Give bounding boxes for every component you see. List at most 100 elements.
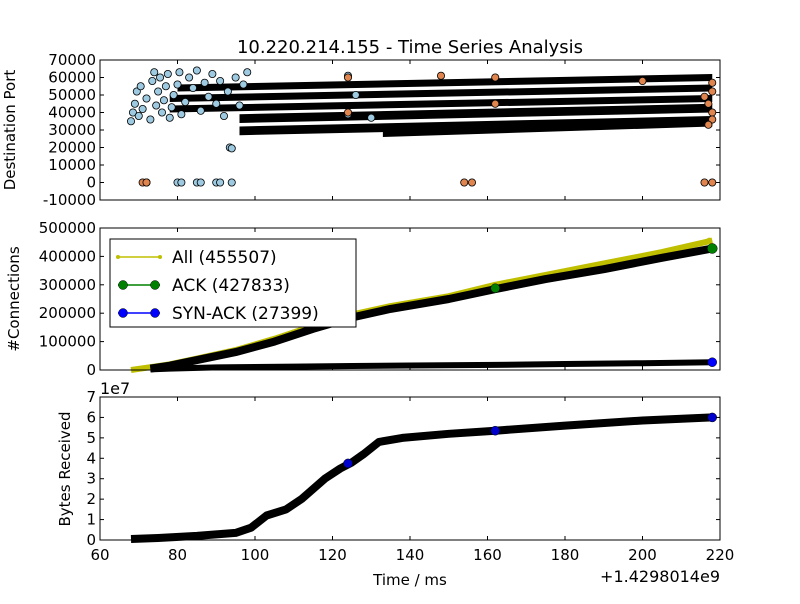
port-point-blue bbox=[130, 99, 139, 108]
port-point-blue bbox=[165, 113, 174, 122]
port-point-blue bbox=[223, 87, 232, 96]
bytes-exponent-label: 1e7 bbox=[100, 379, 130, 398]
legend-all-label: All (455507) bbox=[172, 248, 277, 268]
port-point-orange bbox=[708, 108, 717, 117]
port-point-blue bbox=[127, 117, 136, 126]
port-point-blue bbox=[134, 112, 143, 121]
legend-synack-marker bbox=[118, 308, 128, 318]
y-tick-label: 3 bbox=[86, 470, 96, 488]
series-ack-marker bbox=[490, 283, 500, 293]
bytes-series-marker bbox=[343, 458, 353, 469]
x-tick-label: 220 bbox=[706, 546, 735, 564]
port-point-blue bbox=[231, 73, 240, 82]
bytes-axis-ticks: 0 1 2 3 4 5 6 7 60 80 100 120 140 160 180 200 220 bbox=[86, 388, 734, 564]
port-point-blue bbox=[175, 68, 184, 77]
y-tick-label: 400000 bbox=[39, 247, 96, 265]
y-tick-label: 0 bbox=[86, 361, 96, 379]
x-tick-label: 140 bbox=[396, 546, 425, 564]
port-point-blue bbox=[150, 68, 159, 77]
legend-ack-label: ACK (427833) bbox=[172, 276, 290, 296]
port-point-blue bbox=[216, 178, 225, 187]
dense-port-band bbox=[169, 84, 713, 102]
y-tick-label: 500000 bbox=[39, 219, 96, 237]
port-point-blue bbox=[146, 115, 155, 124]
port-point-blue bbox=[138, 105, 147, 114]
bytes-y-axis-label: Bytes Received bbox=[56, 411, 74, 526]
port-point-blue bbox=[136, 82, 145, 91]
x-tick-label: 180 bbox=[551, 546, 580, 564]
port-point-blue bbox=[157, 108, 166, 117]
port-point-blue bbox=[212, 99, 221, 108]
port-point-blue bbox=[163, 70, 172, 79]
y-tick-label: -10000 bbox=[43, 191, 96, 209]
port-point-blue bbox=[204, 92, 213, 101]
port-point-orange bbox=[700, 92, 709, 101]
port-point-blue bbox=[235, 101, 244, 110]
port-point-blue bbox=[154, 87, 163, 96]
port-point-blue bbox=[156, 73, 165, 82]
port-y-axis-label: Destination Port bbox=[1, 70, 19, 191]
legend-ack-marker bbox=[150, 280, 160, 290]
y-tick-label: 100000 bbox=[39, 333, 96, 351]
port-point-blue bbox=[177, 178, 186, 187]
port-point-blue bbox=[148, 77, 157, 86]
port-point-orange bbox=[343, 108, 352, 117]
legend-all-marker bbox=[116, 255, 120, 259]
dense-port-band bbox=[169, 95, 713, 113]
port-point-blue bbox=[181, 98, 190, 107]
port-point-blue bbox=[367, 113, 376, 122]
connections-axis-ticks: 0 100000 200000 300000 400000 500000 bbox=[39, 219, 721, 379]
port-point-orange bbox=[491, 99, 500, 108]
port-point-orange bbox=[700, 178, 709, 187]
port-point-orange bbox=[708, 178, 717, 187]
x-axis-offset-label: +1.4298014e9 bbox=[600, 567, 720, 586]
legend-ack-marker bbox=[118, 280, 128, 290]
x-tick-label: 100 bbox=[241, 546, 270, 564]
y-tick-label: 300000 bbox=[39, 276, 96, 294]
port-point-blue bbox=[177, 110, 186, 119]
port-point-orange bbox=[704, 120, 713, 129]
connections-legend: All (455507) ACK (427833) SYN-ACK (27399… bbox=[109, 238, 357, 328]
series-all-end-marker bbox=[706, 237, 713, 244]
port-point-blue bbox=[196, 178, 205, 187]
port-point-blue bbox=[185, 73, 194, 82]
port-point-blue bbox=[192, 66, 201, 75]
port-point-orange bbox=[467, 178, 476, 187]
series-ack-line bbox=[149, 244, 714, 373]
series-synack-end-marker bbox=[707, 357, 717, 367]
bytes-series-line bbox=[130, 413, 713, 543]
port-scatter-data bbox=[127, 66, 717, 187]
port-point-orange bbox=[704, 99, 713, 108]
port-point-orange bbox=[708, 115, 717, 124]
y-tick-label: 20000 bbox=[48, 139, 96, 157]
connections-y-axis-label: #Connections bbox=[5, 246, 23, 351]
port-point-blue bbox=[239, 80, 248, 89]
x-axis-label: Time / ms bbox=[372, 571, 447, 589]
series-synack-line bbox=[150, 359, 713, 373]
port-point-blue bbox=[208, 70, 217, 79]
y-tick-label: 0 bbox=[86, 531, 96, 549]
port-point-blue bbox=[196, 106, 205, 115]
legend-synack-label: SYN-ACK (27399) bbox=[172, 304, 319, 324]
port-point-blue bbox=[159, 96, 168, 105]
y-tick-label: 30000 bbox=[48, 121, 96, 139]
port-point-blue bbox=[188, 84, 197, 93]
y-tick-label: 1 bbox=[86, 511, 96, 529]
port-point-blue bbox=[243, 68, 252, 77]
port-point-blue bbox=[128, 108, 137, 117]
y-tick-label: 0 bbox=[86, 174, 96, 192]
y-tick-label: 10000 bbox=[48, 156, 96, 174]
y-tick-label: 70000 bbox=[48, 51, 96, 69]
port-point-blue bbox=[227, 178, 236, 187]
x-tick-label: 200 bbox=[628, 546, 657, 564]
x-tick-label: 160 bbox=[473, 546, 502, 564]
port-point-blue bbox=[219, 112, 228, 121]
port-point-blue bbox=[173, 80, 182, 89]
y-tick-label: 60000 bbox=[48, 69, 96, 87]
port-point-blue bbox=[167, 103, 176, 112]
bytes-line-data bbox=[130, 412, 717, 543]
chart-title: 10.220.214.155 - Time Series Analysis bbox=[237, 37, 583, 58]
y-tick-label: 7 bbox=[86, 388, 96, 406]
bytes-series-marker bbox=[707, 412, 717, 423]
port-point-blue bbox=[152, 101, 161, 110]
